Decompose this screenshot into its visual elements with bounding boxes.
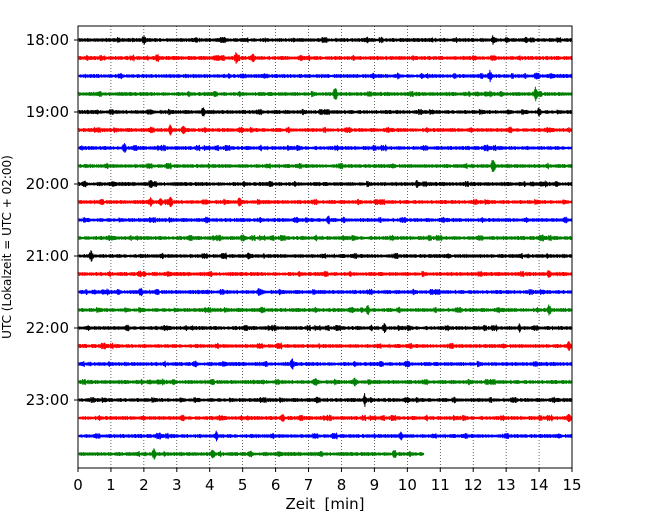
trace-2200	[78, 322, 573, 334]
trace-2300	[78, 393, 573, 407]
y-tick-label-1: 19:00	[26, 103, 69, 121]
y-tick-label-4: 22:00	[26, 319, 69, 337]
x-tick-label-5: 5	[238, 476, 248, 494]
trace-2015	[78, 196, 573, 208]
y-axis-ticks: 18:00 19:00 20:00 21:00 22:00 23:00	[26, 31, 78, 409]
y-tick-label-0: 18:00	[26, 31, 69, 49]
y-tick-label-5: 23:00	[26, 391, 69, 409]
x-axis-ticks: 0 1 2 3 4 5 6 7 8 9 10 11 12 13 14 15	[73, 468, 582, 494]
x-tick-label-2: 2	[139, 476, 149, 494]
trace-2000	[78, 180, 573, 188]
x-tick-label-4: 4	[205, 476, 215, 494]
x-tick-label-1: 1	[106, 476, 116, 494]
y-tick-label-3: 21:00	[26, 247, 69, 265]
trace-2030	[78, 215, 573, 225]
trace-1945	[78, 160, 573, 172]
trace-2330	[78, 430, 573, 442]
trace-2115	[78, 270, 573, 278]
x-axis-label: Zeit [min]	[285, 495, 364, 513]
trace-1915	[78, 124, 573, 136]
trace-1815	[78, 52, 573, 64]
trace-1830	[78, 69, 573, 83]
trace-2100	[78, 250, 573, 262]
trace-2130	[78, 287, 573, 297]
x-tick-label-6: 6	[271, 476, 281, 494]
trace-2315	[78, 413, 573, 423]
trace-2345	[78, 448, 425, 460]
x-tick-label-11: 11	[431, 476, 450, 494]
y-tick-label-2: 20:00	[26, 175, 69, 193]
x-tick-label-3: 3	[172, 476, 182, 494]
x-tick-label-13: 13	[497, 476, 516, 494]
x-tick-label-14: 14	[530, 476, 549, 494]
seismogram-traces	[78, 35, 573, 460]
x-tick-label-7: 7	[304, 476, 314, 494]
x-tick-label-12: 12	[464, 476, 483, 494]
trace-2045	[78, 234, 573, 242]
trace-1800	[78, 35, 573, 45]
x-tick-label-8: 8	[337, 476, 347, 494]
trace-1845	[78, 86, 573, 102]
x-tick-label-0: 0	[73, 476, 83, 494]
trace-2145	[78, 304, 573, 316]
trace-1900	[78, 107, 573, 117]
x-tick-label-15: 15	[562, 476, 581, 494]
y-axis-label: UTC (Lokalzeit = UTC + 02:00)	[0, 155, 14, 339]
trace-2230	[78, 358, 573, 370]
trace-2215	[78, 340, 573, 352]
plot-frame	[77, 25, 573, 469]
x-tick-label-10: 10	[398, 476, 417, 494]
trace-1930	[78, 143, 573, 153]
trace-2245	[78, 377, 573, 387]
x-tick-label-9: 9	[370, 476, 380, 494]
